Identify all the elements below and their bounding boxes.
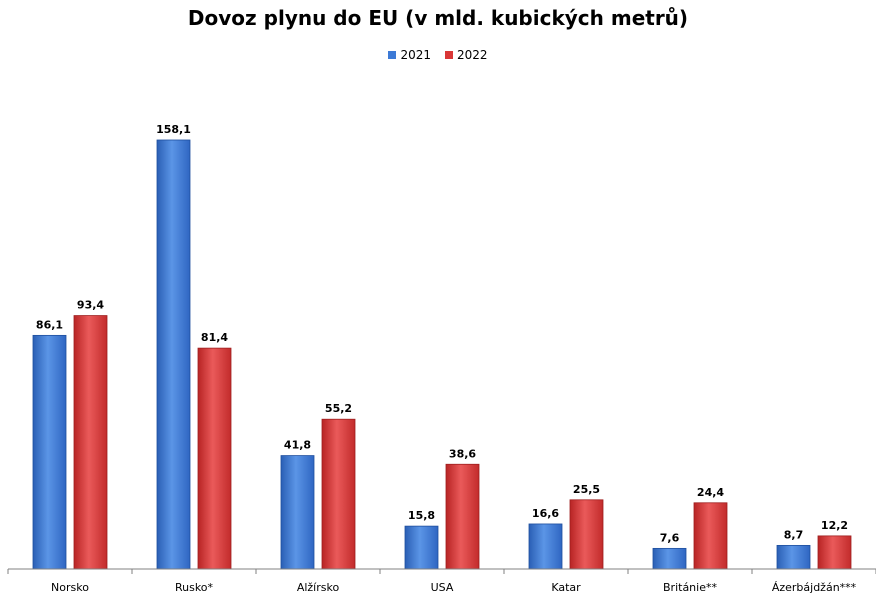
bar-2022-2 (321, 418, 356, 570)
value-label-2022-1: 81,4 (201, 331, 228, 344)
value-label-2022-2: 55,2 (325, 402, 352, 415)
bar-2021-0 (32, 334, 67, 570)
value-label-2021-3: 15,8 (408, 509, 435, 522)
legend-swatch-2022 (445, 51, 453, 59)
category-label-5: Británie** (663, 581, 717, 594)
bar-2021-5 (652, 547, 687, 570)
value-label-2021-4: 16,6 (532, 507, 559, 520)
value-label-2022-6: 12,2 (821, 519, 848, 532)
legend-label-2022: 2022 (457, 48, 488, 62)
value-label-2021-2: 41,8 (284, 439, 311, 452)
category-label-4: Katar (551, 581, 581, 594)
bar-2022-1 (197, 347, 232, 570)
value-label-2022-3: 38,6 (449, 447, 476, 460)
bar-2021-1 (156, 139, 191, 570)
category-label-3: USA (431, 581, 454, 594)
legend-swatch-2021 (388, 51, 397, 59)
category-label-1: Rusko* (175, 581, 214, 594)
legend-item-2021: 2021 (388, 48, 431, 62)
legend: 2021 2022 (0, 48, 876, 62)
value-label-2022-4: 25,5 (573, 483, 600, 496)
bar-2021-3 (404, 525, 439, 570)
value-label-2021-5: 7,6 (660, 531, 680, 544)
bar-2021-4 (528, 523, 563, 570)
legend-item-2022: 2022 (445, 48, 488, 62)
value-label-2022-0: 93,4 (77, 299, 104, 312)
bar-2022-6 (817, 535, 852, 570)
bar-2021-2 (280, 455, 315, 570)
value-label-2021-1: 158,1 (156, 123, 191, 136)
category-label-0: Norsko (51, 581, 89, 594)
bar-2022-4 (569, 499, 604, 570)
value-label-2021-6: 8,7 (784, 528, 804, 541)
value-label-2022-5: 24,4 (697, 486, 724, 499)
bar-2022-3 (445, 463, 480, 570)
bar-2021-6 (776, 544, 811, 570)
bar-2022-5 (693, 502, 728, 570)
bar-2022-0 (73, 315, 108, 570)
category-label-2: Alžírsko (297, 581, 340, 594)
chart-title: Dovoz plynu do EU (v mld. kubických metr… (187, 6, 689, 30)
legend-label-2021: 2021 (400, 48, 431, 62)
category-label-6: Ázerbájdžán*** (772, 581, 857, 594)
value-label-2021-0: 86,1 (36, 318, 63, 331)
